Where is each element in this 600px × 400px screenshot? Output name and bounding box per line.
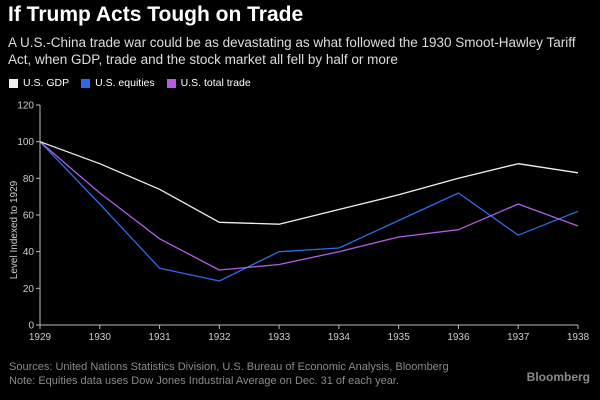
legend-item-trade: U.S. total trade (166, 77, 251, 89)
legend-label-trade: U.S. total trade (180, 77, 251, 89)
bloomberg-logo: Bloomberg (526, 370, 590, 384)
series-line-equities (39, 141, 579, 282)
x-tick-label: 1931 (148, 332, 171, 343)
x-tick-label: 1936 (447, 332, 470, 343)
y-tick-label: 20 (23, 284, 35, 295)
chart-subtitle: A U.S.-China trade war could be as devas… (8, 35, 576, 67)
legend-swatch-trade (166, 78, 176, 88)
y-tick-label: 60 (23, 211, 35, 222)
line-chart: 0 20 40 60 80 100 120 1929 1930 1931 1932 1933 1934 1… (9, 101, 590, 344)
chart-title: If Trump Acts Tough on Trade (8, 3, 304, 26)
x-tick-label: 1932 (208, 332, 231, 343)
y-tick-label: 0 (28, 321, 34, 332)
legend-item-gdp: U.S. GDP (9, 77, 69, 89)
x-tick-label: 1930 (89, 332, 112, 343)
legend-swatch-equities (81, 78, 91, 88)
legend-label-equities: U.S. equities (95, 77, 155, 89)
legend-item-equities: U.S. equities (81, 77, 155, 89)
x-tick-label: 1937 (507, 332, 530, 343)
x-tick-label: 1934 (328, 332, 351, 343)
y-tick-label: 120 (17, 101, 34, 112)
series-line-gdp (39, 141, 579, 225)
note-text: Note: Equities data uses Dow Jones Indus… (9, 375, 399, 387)
legend: U.S. GDP U.S. equities U.S. total trade (9, 77, 251, 89)
series-line-trade (39, 141, 579, 271)
y-tick-label: 40 (23, 247, 35, 258)
y-axis-label: Level Indexed to 1929 (9, 180, 20, 279)
legend-label-gdp: U.S. GDP (23, 77, 70, 89)
footer: Sources: United Nations Statistics Divis… (9, 360, 449, 388)
x-tick-label: 1935 (388, 332, 411, 343)
y-tick-label: 100 (17, 137, 34, 148)
x-tick-label: 1929 (29, 332, 52, 343)
sources-text: Sources: United Nations Statistics Divis… (9, 361, 449, 373)
x-tick-label: 1933 (268, 332, 291, 343)
x-tick-label: 1938 (567, 332, 590, 343)
legend-swatch-gdp (9, 78, 18, 88)
y-tick-label: 80 (23, 174, 35, 185)
